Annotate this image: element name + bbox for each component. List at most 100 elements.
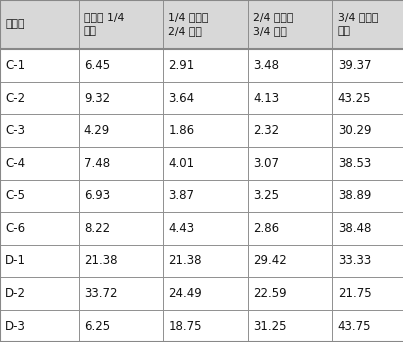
Bar: [332, 277, 403, 310]
Text: 2.32: 2.32: [253, 124, 279, 137]
Text: 33.72: 33.72: [84, 287, 117, 300]
Text: 43.75: 43.75: [338, 319, 371, 332]
Text: 3.25: 3.25: [253, 189, 279, 202]
Text: 6.45: 6.45: [84, 59, 110, 72]
Bar: [248, 114, 332, 147]
Text: 33.33: 33.33: [338, 254, 371, 267]
Bar: [332, 0, 403, 49]
Text: C-3: C-3: [5, 124, 25, 137]
Bar: [332, 49, 403, 82]
Text: 4.01: 4.01: [168, 157, 195, 170]
Bar: [79, 245, 163, 277]
Bar: [163, 180, 248, 212]
Text: 38.48: 38.48: [338, 222, 371, 235]
Bar: [0, 180, 79, 212]
Text: 4.43: 4.43: [168, 222, 195, 235]
Text: D-3: D-3: [5, 319, 26, 332]
Bar: [332, 82, 403, 114]
Text: 3.87: 3.87: [168, 189, 195, 202]
Text: 9.32: 9.32: [84, 92, 110, 105]
Text: 29.42: 29.42: [253, 254, 287, 267]
Text: C-2: C-2: [5, 92, 25, 105]
Text: C-5: C-5: [5, 189, 25, 202]
Text: 2.91: 2.91: [168, 59, 195, 72]
Text: 2.86: 2.86: [253, 222, 279, 235]
Text: 38.89: 38.89: [338, 189, 371, 202]
Bar: [0, 212, 79, 245]
Text: C-4: C-4: [5, 157, 25, 170]
Bar: [248, 147, 332, 180]
Bar: [332, 212, 403, 245]
Bar: [163, 212, 248, 245]
Text: 中心到 1/4
半径: 中心到 1/4 半径: [84, 13, 124, 37]
Text: 43.25: 43.25: [338, 92, 371, 105]
Bar: [332, 245, 403, 277]
Text: 31.25: 31.25: [253, 319, 287, 332]
Text: 7.48: 7.48: [84, 157, 110, 170]
Text: 催化剂: 催化剂: [5, 19, 25, 29]
Text: 3.64: 3.64: [168, 92, 195, 105]
Bar: [163, 82, 248, 114]
Bar: [0, 82, 79, 114]
Text: 18.75: 18.75: [168, 319, 202, 332]
Bar: [163, 0, 248, 49]
Bar: [163, 114, 248, 147]
Text: 39.37: 39.37: [338, 59, 371, 72]
Bar: [79, 310, 163, 342]
Bar: [163, 245, 248, 277]
Bar: [79, 147, 163, 180]
Bar: [79, 180, 163, 212]
Bar: [248, 0, 332, 49]
Bar: [163, 277, 248, 310]
Text: 38.53: 38.53: [338, 157, 371, 170]
Text: 6.25: 6.25: [84, 319, 110, 332]
Bar: [163, 49, 248, 82]
Bar: [248, 212, 332, 245]
Bar: [0, 277, 79, 310]
Text: 24.49: 24.49: [168, 287, 202, 300]
Bar: [332, 310, 403, 342]
Bar: [79, 82, 163, 114]
Text: 3/4 半径到
外表: 3/4 半径到 外表: [338, 13, 378, 37]
Text: 6.93: 6.93: [84, 189, 110, 202]
Bar: [248, 49, 332, 82]
Bar: [332, 114, 403, 147]
Text: 21.38: 21.38: [84, 254, 117, 267]
Bar: [79, 114, 163, 147]
Bar: [248, 180, 332, 212]
Bar: [0, 49, 79, 82]
Text: 4.29: 4.29: [84, 124, 110, 137]
Text: 1.86: 1.86: [168, 124, 195, 137]
Bar: [163, 310, 248, 342]
Bar: [0, 147, 79, 180]
Bar: [79, 277, 163, 310]
Text: 1/4 半径到
2/4 半径: 1/4 半径到 2/4 半径: [168, 13, 209, 37]
Bar: [79, 49, 163, 82]
Bar: [163, 147, 248, 180]
Text: 21.38: 21.38: [168, 254, 202, 267]
Bar: [79, 0, 163, 49]
Bar: [332, 147, 403, 180]
Text: 21.75: 21.75: [338, 287, 371, 300]
Text: C-1: C-1: [5, 59, 25, 72]
Text: C-6: C-6: [5, 222, 25, 235]
Bar: [248, 245, 332, 277]
Bar: [248, 277, 332, 310]
Text: D-2: D-2: [5, 287, 26, 300]
Bar: [248, 310, 332, 342]
Text: 30.29: 30.29: [338, 124, 371, 137]
Bar: [0, 0, 79, 49]
Text: 22.59: 22.59: [253, 287, 287, 300]
Bar: [0, 310, 79, 342]
Bar: [248, 82, 332, 114]
Text: 8.22: 8.22: [84, 222, 110, 235]
Text: 2/4 半径到
3/4 半径: 2/4 半径到 3/4 半径: [253, 13, 293, 37]
Bar: [332, 180, 403, 212]
Text: 3.48: 3.48: [253, 59, 279, 72]
Text: 4.13: 4.13: [253, 92, 279, 105]
Bar: [0, 114, 79, 147]
Text: D-1: D-1: [5, 254, 26, 267]
Bar: [0, 245, 79, 277]
Text: 3.07: 3.07: [253, 157, 279, 170]
Bar: [79, 212, 163, 245]
